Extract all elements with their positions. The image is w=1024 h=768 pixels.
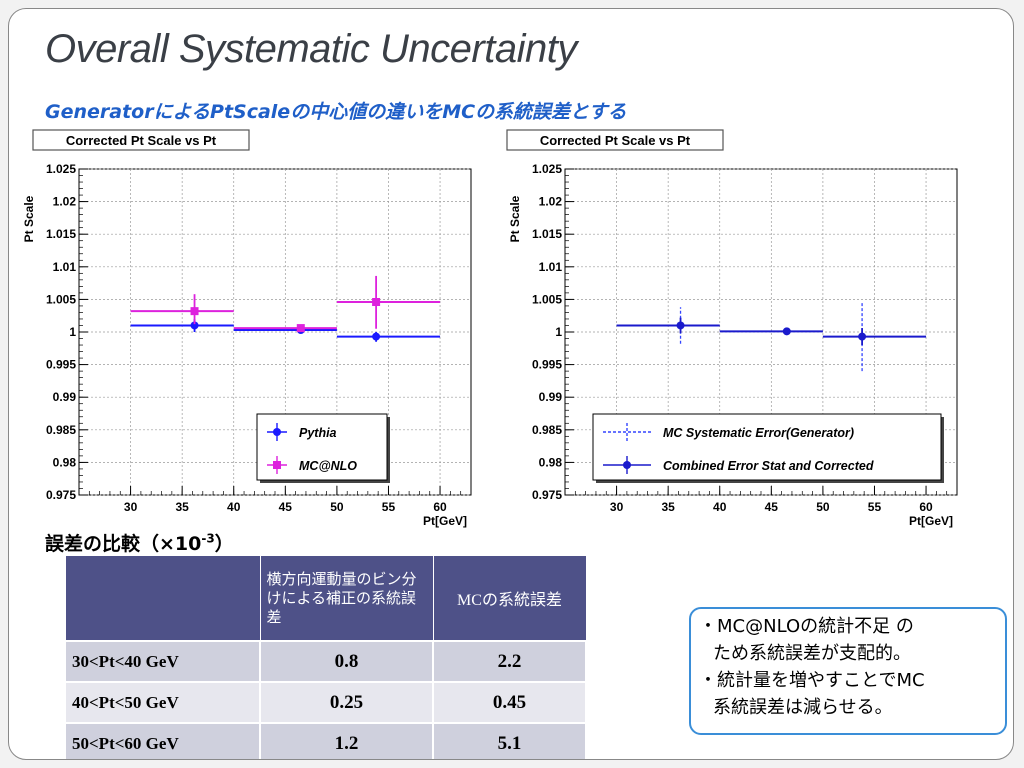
x-tick-label: 45: [279, 500, 293, 514]
comparison-heading-exponent: -3: [201, 531, 215, 546]
data-point: [296, 324, 305, 333]
y-tick-label: 1.015: [46, 227, 76, 241]
y-tick-label: 0.98: [539, 455, 563, 469]
y-tick-label: 1.025: [46, 162, 76, 176]
x-tick-label: 35: [175, 500, 189, 514]
y-tick-label: 1: [69, 325, 76, 339]
slide-title: Overall Systematic Uncertainty: [45, 27, 577, 71]
row-value-mc: 0.45: [432, 681, 587, 724]
y-axis-label: Pt Scale: [22, 195, 36, 242]
table-row: 40<Pt<50 GeV 0.25 0.45: [64, 681, 587, 724]
note-box: ・MC@NLOの統計不足 の ため系統誤差が支配的。 ・統計量を増やすことでMC…: [689, 607, 1007, 735]
y-tick-label: 1.005: [532, 292, 562, 306]
chart-title: Corrected Pt Scale vs Pt: [66, 133, 217, 148]
chart-title: Corrected Pt Scale vs Pt: [540, 133, 691, 148]
x-tick-label: 55: [868, 500, 882, 514]
x-tick-label: 60: [433, 500, 447, 514]
x-axis-label: Pt[GeV]: [423, 514, 467, 528]
data-point: [676, 321, 685, 330]
comparison-header-mc: MCの系統誤差: [432, 555, 587, 642]
data-point: [782, 327, 791, 336]
data-point: [858, 332, 867, 341]
row-value-mc: 5.1: [432, 722, 587, 759]
x-tick-label: 50: [330, 500, 344, 514]
row-value-binning: 0.25: [259, 681, 434, 724]
x-tick-label: 35: [661, 500, 675, 514]
y-axis-label: Pt Scale: [508, 195, 522, 242]
x-tick-label: 55: [382, 500, 396, 514]
y-tick-label: 1.02: [53, 195, 77, 209]
x-axis-label: Pt[GeV]: [909, 514, 953, 528]
y-tick-label: 1.01: [53, 260, 77, 274]
y-tick-label: 0.99: [53, 390, 77, 404]
x-tick-label: 60: [919, 500, 933, 514]
row-label: 50<Pt<60 GeV: [64, 722, 261, 759]
note-line: 系統誤差は減らせる。: [713, 697, 893, 718]
comparison-table: 横方向運動量のビン分けによる補正の系統誤差 MCの系統誤差 30<Pt<40 G…: [64, 555, 587, 759]
x-tick-label: 45: [765, 500, 779, 514]
x-tick-label: 30: [124, 500, 138, 514]
comparison-heading-close: ）: [214, 533, 234, 555]
legend-label: Combined Error Stat and Corrected: [663, 459, 874, 473]
slide-subtitle: GeneratorによるPtScaleの中心値の違いをMCの系統誤差とする: [45, 101, 627, 123]
y-tick-label: 0.975: [532, 488, 562, 502]
data-point: [372, 332, 381, 341]
legend-marker: [273, 461, 281, 469]
row-label: 30<Pt<40 GeV: [64, 640, 261, 683]
x-tick-label: 30: [610, 500, 624, 514]
note-line: ・統計量を増やすことでMC: [699, 670, 925, 691]
note-line: ため系統誤差が支配的。: [713, 643, 911, 664]
y-tick-label: 0.975: [46, 488, 76, 502]
y-tick-label: 1.025: [532, 162, 562, 176]
y-tick-label: 1: [555, 325, 562, 339]
row-value-binning: 1.2: [259, 722, 434, 759]
comparison-header-row: 横方向運動量のビン分けによる補正の系統誤差 MCの系統誤差: [64, 555, 587, 642]
chart-title-box: [32, 129, 250, 151]
y-tick-label: 1.005: [46, 292, 76, 306]
table-row: 30<Pt<40 GeV 0.8 2.2: [64, 640, 587, 683]
legend-label: MC@NLO: [299, 459, 357, 473]
chart-left: Corrected Pt Scale vs Pt 0.975 0.98 0.985 0.…: [19, 127, 479, 537]
comparison-heading: 誤差の比較（×10-3）: [45, 529, 234, 556]
legend-label: MC Systematic Error(Generator): [663, 426, 854, 440]
row-label: 40<Pt<50 GeV: [64, 681, 261, 724]
note-line: ・MC@NLOの統計不足 の: [699, 616, 914, 637]
y-tick-label: 0.985: [46, 423, 76, 437]
comparison-heading-main: 誤差の比較（×10: [45, 533, 202, 555]
comparison-header-binning: 横方向運動量のビン分けによる補正の系統誤差: [259, 555, 434, 642]
y-tick-label: 0.99: [539, 390, 563, 404]
legend-marker: [273, 428, 281, 436]
y-tick-label: 1.02: [539, 195, 563, 209]
legend-box: [592, 413, 942, 481]
chart-title-box: [506, 129, 724, 151]
y-tick-label: 1.015: [532, 227, 562, 241]
comparison-header-binning-label: 横方向運動量のビン分けによる補正の系統誤差: [266, 569, 417, 626]
y-tick-label: 0.985: [532, 423, 562, 437]
row-value-mc: 2.2: [432, 640, 587, 683]
y-tick-label: 0.995: [46, 358, 76, 372]
data-point: [190, 307, 199, 316]
slide: Overall Systematic Uncertainty Generator…: [8, 8, 1014, 760]
x-tick-label: 50: [816, 500, 830, 514]
legend-marker: [623, 461, 631, 469]
comparison-header-empty: [64, 555, 261, 642]
legend-label: Pythia: [299, 426, 337, 440]
chart-right: Corrected Pt Scale vs Pt 0.975 0.98 0.985 0.…: [505, 127, 965, 537]
chart-right-svg: Corrected Pt Scale vs Pt 0.975 0.98 0.985 0.…: [506, 129, 958, 528]
y-tick-label: 1.01: [539, 260, 563, 274]
y-tick-label: 0.995: [532, 358, 562, 372]
chart-left-svg: Corrected Pt Scale vs Pt 0.975 0.98 0.985 0.…: [22, 129, 472, 528]
row-value-binning: 0.8: [259, 640, 434, 683]
x-tick-label: 40: [713, 500, 727, 514]
table-row: 50<Pt<60 GeV 1.2 5.1: [64, 722, 587, 759]
y-tick-label: 0.98: [53, 455, 77, 469]
data-point: [372, 298, 381, 307]
x-tick-label: 40: [227, 500, 241, 514]
comparison-header-mc-label: MCの系統誤差: [457, 592, 562, 609]
data-point: [190, 321, 199, 330]
